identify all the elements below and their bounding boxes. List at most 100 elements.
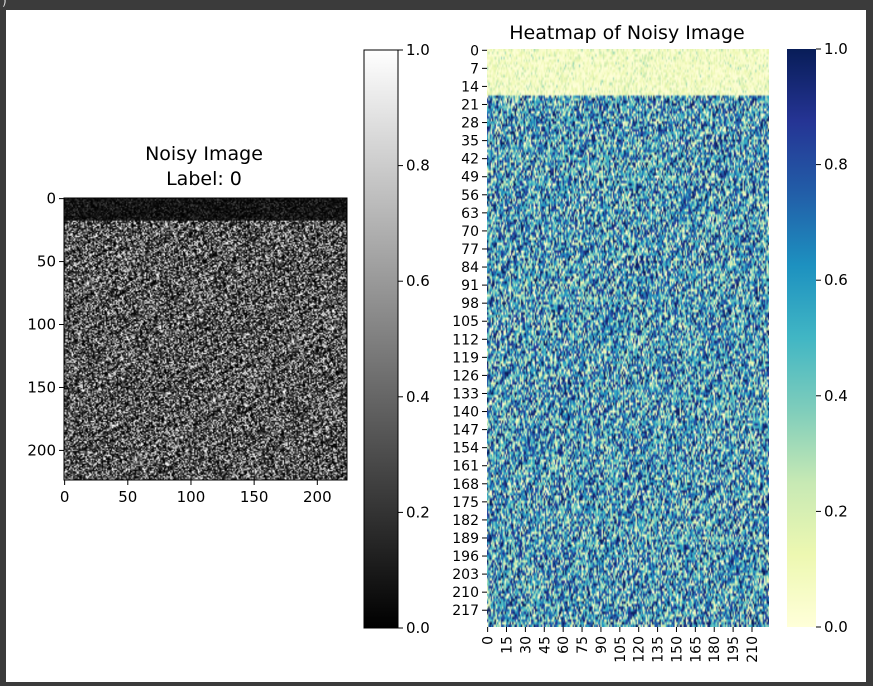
right-x-tick: 90 (594, 627, 610, 654)
right-y-tick-label: 133 (452, 386, 479, 402)
right-y-tick: 112 (452, 332, 487, 348)
left-x-tick-label: 100 (177, 488, 206, 506)
right-x-tick: 60 (556, 627, 572, 654)
ylgnbu-colorbar-tick-label: 0.0 (824, 618, 848, 636)
left-x-tick-label: 200 (303, 488, 332, 506)
ylgnbu-colorbar-tick-label: 1.0 (824, 40, 848, 58)
gray-colorbar-tick-label: 0.2 (406, 503, 430, 521)
left-y-tick-label: 150 (27, 378, 56, 396)
left-y-tick: 0 (46, 190, 64, 208)
left-y-tick-label: 0 (46, 190, 56, 208)
right-y-tick-label: 49 (461, 170, 479, 186)
right-y-tick-label: 182 (452, 513, 479, 529)
right-y-tick-label: 91 (461, 278, 479, 294)
gray-colorbar-tick: 0.2 (398, 503, 430, 521)
left-x-tick: 200 (303, 480, 332, 506)
right-x-tick-label: 150 (669, 636, 685, 663)
gray-colorbar-tick: 1.0 (398, 41, 430, 59)
right-y-tick-label: 0 (470, 43, 479, 59)
gray-colorbar-tick-label: 0.8 (406, 157, 430, 175)
right-y-tick: 14 (461, 79, 487, 95)
right-y-tick-label: 154 (452, 441, 479, 457)
right-y-tick: 56 (461, 188, 487, 204)
ylgnbu-colorbar-tick-label: 0.2 (824, 502, 848, 520)
right-x-tick: 45 (537, 627, 553, 654)
right-x-axis: 0 15 30 45 60 75 90 105 120 135 150 165 180 195 210 (481, 627, 761, 663)
right-y-tick: 203 (452, 567, 487, 583)
right-y-axis: 0 7 14 21 28 35 42 49 56 63 70 77 84 91 98 105 112 119 126… (452, 43, 487, 619)
right-y-tick-label: 84 (461, 260, 479, 276)
left-y-tick-label: 50 (37, 253, 56, 271)
right-y-tick: 91 (461, 278, 487, 294)
right-y-tick-label: 21 (461, 97, 479, 113)
left-x-tick-label: 50 (118, 488, 137, 506)
right-x-tick: 0 (481, 627, 497, 645)
right-x-tick: 210 (745, 627, 761, 663)
ylgnbu-colorbar-tick-label: 0.8 (824, 156, 848, 174)
right-y-tick: 7 (470, 61, 487, 77)
right-y-tick: 84 (461, 260, 487, 276)
figure-frame: Noisy Image Label: 0 0 50 100 150 200 0 50 100… (6, 10, 866, 682)
right-y-tick: 168 (452, 477, 487, 493)
left-x-tick-label: 150 (240, 488, 269, 506)
right-x-tick-label: 135 (651, 636, 667, 663)
ylgnbu-colorbar-tick: 0.4 (816, 387, 848, 405)
right-y-tick-label: 119 (452, 350, 479, 366)
right-y-tick: 196 (452, 549, 487, 565)
right-y-tick-label: 140 (452, 405, 479, 421)
left-x-tick: 150 (240, 480, 269, 506)
gray-colorbar-tick: 0.0 (398, 619, 430, 637)
left-x-tick: 50 (118, 480, 137, 506)
ylgnbu-colorbar-tick: 0.2 (816, 502, 848, 520)
right-y-tick: 161 (452, 459, 487, 475)
right-y-tick: 140 (452, 405, 487, 421)
gray-colorbar (363, 49, 399, 629)
right-x-tick: 165 (688, 627, 704, 663)
ylgnbu-colorbar-tick-label: 0.6 (824, 271, 848, 289)
left-x-axis: 0 50 100 150 200 (60, 480, 332, 506)
right-x-tick: 30 (518, 627, 534, 654)
right-x-tick: 150 (669, 627, 685, 663)
right-y-tick-label: 56 (461, 188, 479, 204)
left-y-tick: 150 (27, 378, 64, 396)
right-y-tick-label: 28 (461, 116, 479, 132)
right-y-tick: 119 (452, 350, 487, 366)
right-y-tick-label: 42 (461, 152, 479, 168)
right-x-tick-label: 180 (707, 636, 723, 663)
right-x-tick: 120 (632, 627, 648, 663)
right-y-tick: 35 (461, 134, 487, 150)
right-y-tick-label: 203 (452, 567, 479, 583)
right-y-tick-label: 35 (461, 134, 479, 150)
gray-colorbar-tick-label: 0.0 (406, 619, 430, 637)
right-x-tick-label: 45 (537, 636, 553, 654)
right-y-tick: 217 (452, 603, 487, 619)
right-y-tick: 147 (452, 423, 487, 439)
ylgnbu-colorbar (787, 49, 816, 627)
right-y-tick: 49 (461, 170, 487, 186)
right-y-tick-label: 210 (452, 585, 479, 601)
right-y-tick: 175 (452, 495, 487, 511)
noisy-image-plot (64, 198, 347, 480)
cell-output-glyph: ) (2, 0, 7, 8)
left-y-tick-label: 200 (27, 441, 56, 459)
right-x-tick: 75 (575, 627, 591, 654)
heatmap-plot (487, 49, 769, 627)
right-y-tick-label: 217 (452, 603, 479, 619)
right-y-tick-label: 161 (452, 459, 479, 475)
right-y-tick: 210 (452, 585, 487, 601)
right-x-tick-label: 0 (481, 636, 497, 645)
right-x-tick-label: 105 (613, 636, 629, 663)
right-y-tick: 98 (461, 296, 487, 312)
gray-colorbar-tick-label: 0.6 (406, 272, 430, 290)
right-y-tick: 77 (461, 242, 487, 258)
right-x-tick: 135 (651, 627, 667, 663)
right-x-tick: 15 (500, 627, 516, 654)
left-x-tick: 100 (177, 480, 206, 506)
figure: Noisy Image Label: 0 0 50 100 150 200 050100… (27, 22, 848, 663)
ylgnbu-colorbar-tick-label: 0.4 (824, 387, 848, 405)
right-x-tick-label: 15 (500, 636, 516, 654)
right-x-tick: 180 (707, 627, 723, 663)
ylgnbu-colorbar-tick: 1.0 (816, 40, 848, 58)
gray-colorbar-tick-label: 0.4 (406, 388, 430, 406)
left-x-tick: 0 (60, 480, 69, 506)
